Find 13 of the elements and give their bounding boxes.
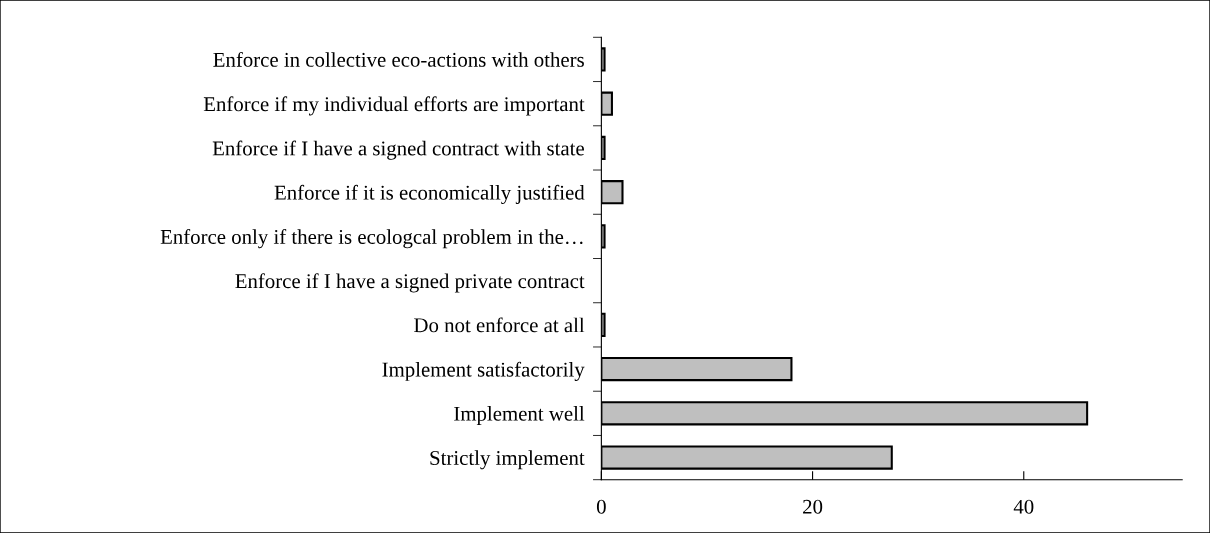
y-tick-label: Implement well <box>454 406 585 426</box>
y-tick-label: Enforce if I have a signed private contract <box>235 273 585 293</box>
y-tick-label: Enforce if I have a signed contract with state <box>212 140 584 160</box>
x-tick-label: 40 <box>1013 499 1034 514</box>
y-tick-label: Enforce if my individual efforts are important <box>203 96 585 116</box>
y-tick-label: Enforce only if there is ecologcal problem in the… <box>160 229 583 249</box>
x-tick-label: 20 <box>803 499 823 514</box>
y-tick-label: Strictly implement <box>430 450 585 470</box>
x-tick-label: 0 <box>596 499 606 514</box>
y-tick-label: Enforce if it is economically justified <box>274 184 585 204</box>
y-tick-label: Enforce in collective eco-actions with others <box>213 51 584 67</box>
y-tick-label: Do not enforce at all <box>414 317 585 333</box>
y-tick-label: Implement satisfactorily <box>382 361 585 381</box>
